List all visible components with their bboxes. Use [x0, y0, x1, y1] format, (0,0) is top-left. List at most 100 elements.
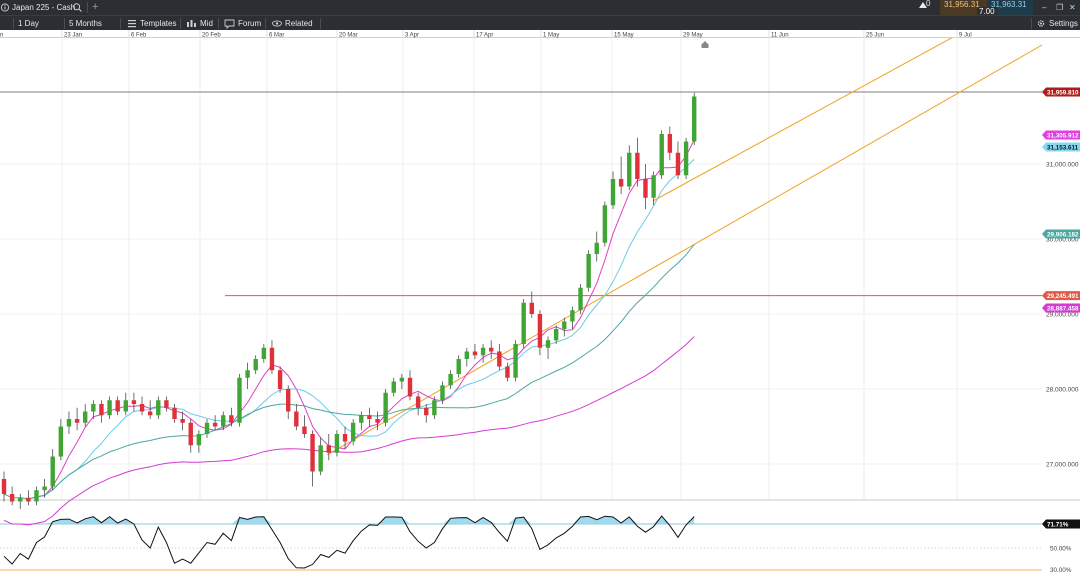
candle[interactable] — [318, 437, 323, 476]
candle[interactable] — [107, 396, 112, 420]
candle[interactable] — [529, 291, 534, 318]
candle[interactable] — [131, 392, 137, 412]
candle[interactable] — [83, 404, 88, 427]
candle[interactable] — [9, 486, 15, 506]
candle[interactable] — [58, 419, 64, 461]
candle[interactable] — [464, 347, 470, 367]
candle[interactable] — [627, 145, 632, 191]
candle[interactable] — [326, 434, 331, 461]
candle[interactable] — [286, 385, 291, 419]
candle[interactable] — [18, 494, 23, 509]
related-button[interactable]: Related — [285, 19, 313, 28]
forum-button[interactable]: Forum — [238, 19, 262, 28]
candle[interactable] — [521, 299, 526, 348]
candle[interactable] — [350, 419, 356, 446]
candle[interactable] — [253, 355, 258, 374]
candle[interactable] — [26, 490, 31, 506]
candle[interactable] — [383, 389, 388, 427]
candle[interactable] — [302, 415, 307, 438]
candle[interactable] — [424, 404, 429, 423]
candle[interactable] — [489, 340, 494, 359]
candle[interactable] — [74, 407, 80, 431]
candle[interactable] — [610, 171, 616, 210]
instrument-title[interactable]: Japan 225 - Cash — [12, 3, 76, 12]
close-button[interactable]: ✕ — [1069, 3, 1076, 12]
candle[interactable] — [537, 310, 543, 356]
candle[interactable] — [594, 231, 599, 262]
candle[interactable] — [456, 355, 461, 378]
minimize-button[interactable]: – — [1042, 3, 1047, 12]
search-icon[interactable] — [72, 0, 83, 15]
candle[interactable] — [180, 411, 185, 431]
info-icon[interactable] — [0, 0, 10, 15]
trend-line-lower[interactable] — [326, 44, 1043, 456]
candle[interactable] — [415, 392, 421, 416]
candle[interactable] — [1, 471, 7, 502]
templates-button[interactable]: Templates — [140, 19, 177, 28]
candle[interactable] — [497, 344, 502, 371]
add-tab-button[interactable]: + — [92, 1, 99, 13]
restore-button[interactable]: ❐ — [1056, 3, 1064, 12]
candle[interactable] — [245, 362, 250, 389]
candle[interactable] — [659, 130, 664, 179]
candle[interactable] — [221, 411, 226, 431]
candle[interactable] — [432, 396, 437, 420]
candle[interactable] — [602, 201, 608, 247]
candle[interactable] — [123, 392, 128, 416]
candle[interactable] — [91, 400, 96, 419]
candle[interactable] — [334, 430, 340, 457]
candle[interactable] — [391, 377, 396, 397]
candle[interactable] — [99, 400, 104, 423]
candle[interactable] — [359, 411, 364, 431]
candle[interactable] — [66, 411, 72, 435]
candle[interactable] — [692, 92, 697, 146]
candle[interactable] — [545, 336, 551, 360]
candle[interactable] — [115, 396, 120, 416]
candle[interactable] — [643, 164, 648, 209]
candle[interactable] — [667, 126, 673, 161]
candle[interactable] — [440, 381, 445, 405]
candle[interactable] — [237, 374, 242, 427]
candle[interactable] — [553, 325, 559, 344]
mid-button[interactable]: Mid — [200, 19, 213, 28]
candle[interactable] — [375, 411, 380, 431]
candle[interactable] — [50, 449, 55, 491]
scroll-to-latest-icon[interactable] — [701, 41, 709, 48]
candle[interactable] — [188, 419, 193, 453]
interval-select[interactable]: 1 Day — [18, 19, 39, 28]
candle[interactable] — [310, 430, 315, 487]
candle[interactable] — [34, 486, 39, 506]
ask-button[interactable]: 31,963.31 — [987, 0, 1033, 15]
candle[interactable] — [407, 370, 413, 401]
range-select[interactable]: 5 Months — [69, 19, 102, 28]
candle[interactable] — [675, 141, 681, 180]
candle[interactable] — [212, 415, 218, 431]
trend-line-upper[interactable] — [652, 38, 955, 202]
candle[interactable] — [562, 317, 567, 337]
candle[interactable] — [261, 344, 267, 363]
candle[interactable] — [635, 137, 640, 187]
candle[interactable] — [294, 404, 299, 431]
candle[interactable] — [513, 340, 518, 382]
candle[interactable] — [147, 400, 153, 419]
candle[interactable] — [229, 407, 234, 427]
candle[interactable] — [42, 479, 47, 498]
bid-button[interactable]: 31,956.31 — [940, 0, 987, 15]
candle[interactable] — [570, 306, 575, 330]
candle[interactable] — [586, 250, 591, 292]
candle[interactable] — [342, 426, 348, 450]
candle[interactable] — [472, 344, 478, 359]
candle[interactable] — [618, 156, 624, 195]
candle[interactable] — [399, 374, 405, 389]
candle[interactable] — [139, 396, 145, 416]
candle[interactable] — [651, 171, 656, 206]
candle[interactable] — [480, 344, 486, 363]
settings-button[interactable]: Settings — [1049, 19, 1078, 28]
price-chart[interactable]: 31,000.000 30,000.000 29,000.000 28,000.000… — [0, 38, 1080, 576]
candle[interactable] — [367, 407, 372, 427]
candle[interactable] — [683, 137, 689, 179]
candle[interactable] — [269, 340, 275, 374]
candle[interactable] — [156, 396, 161, 420]
candle[interactable] — [578, 284, 583, 314]
candle[interactable] — [172, 404, 177, 423]
